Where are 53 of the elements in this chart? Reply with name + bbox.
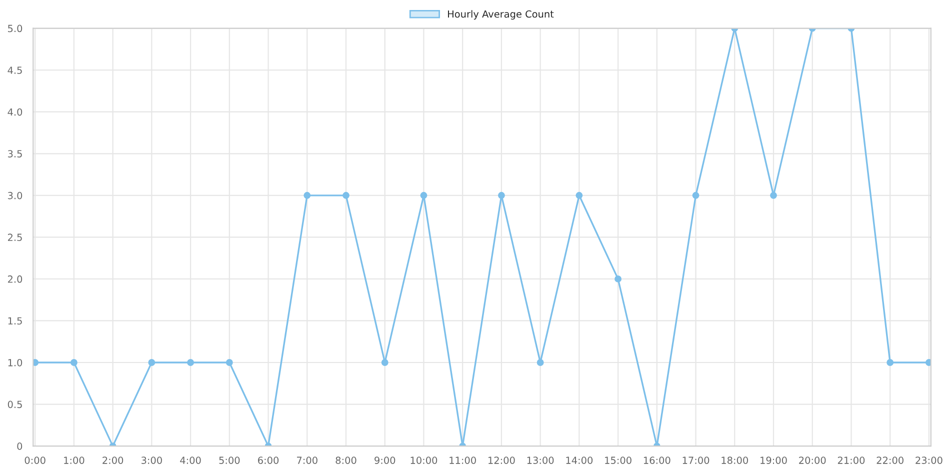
point — [33, 359, 39, 366]
point — [536, 359, 544, 366]
y-tick-label: 4.0 — [8, 108, 22, 116]
x-tick-label: 12:00 — [488, 456, 515, 464]
y-tick-label: 1.0 — [8, 358, 22, 366]
point — [381, 359, 388, 366]
x-tick-label: 22:00 — [876, 456, 904, 464]
point — [226, 359, 233, 366]
y-tick-label: 0 — [17, 442, 22, 450]
x-tick-label: 23:00 — [916, 456, 942, 464]
y-tick-label: 5.0 — [8, 24, 22, 32]
x-tick-label: 2:00 — [102, 456, 124, 464]
point — [576, 192, 583, 199]
x-tick-label: 1:00 — [64, 456, 84, 464]
x-tick-label: 18:00 — [722, 456, 748, 464]
legend-label: Hourly Average Count — [448, 10, 554, 20]
x-tick-label: 3:00 — [142, 456, 162, 464]
x-tick-label: 9:00 — [374, 456, 396, 464]
x-tick-label: 5:00 — [219, 456, 240, 464]
x-tick-label: 10:00 — [410, 456, 438, 464]
point — [420, 192, 428, 199]
x-tick-label: 4:00 — [180, 456, 201, 464]
point — [148, 359, 156, 366]
point — [925, 359, 931, 366]
y-tick-label: 4.5 — [8, 66, 22, 74]
y-tick-label: 0.5 — [8, 400, 22, 408]
point — [304, 192, 311, 199]
point — [614, 275, 622, 282]
x-tick-label: 21:00 — [838, 456, 865, 464]
x-tick-label: 7:00 — [297, 456, 318, 464]
x-tick-label: 11:00 — [450, 456, 476, 464]
y-tick-label: 1.5 — [8, 317, 22, 325]
y-tick-label: 2.5 — [8, 234, 22, 242]
point — [692, 192, 700, 199]
point — [342, 192, 350, 199]
point — [498, 192, 505, 199]
x-tick-label: 20:00 — [799, 456, 826, 464]
y-tick-label: 3.0 — [8, 192, 22, 200]
x-tick-label: 15:00 — [605, 456, 632, 464]
x-tick-label: 0:00 — [24, 456, 46, 464]
x-tick-label: 14:00 — [566, 456, 593, 464]
y-tick-label: 2.0 — [8, 275, 22, 283]
point — [187, 359, 194, 366]
y-tick-label: 3.5 — [8, 150, 22, 158]
x-tick-label: 17:00 — [682, 456, 710, 464]
x-tick-label: 8:00 — [336, 456, 356, 464]
x-tick-label: 16:00 — [644, 456, 670, 464]
x-tick-label: 6:00 — [258, 456, 279, 464]
point — [770, 192, 777, 199]
point — [886, 359, 894, 366]
x-tick-label: 13:00 — [527, 456, 554, 464]
point — [70, 359, 78, 366]
x-tick-label: 19:00 — [760, 456, 787, 464]
